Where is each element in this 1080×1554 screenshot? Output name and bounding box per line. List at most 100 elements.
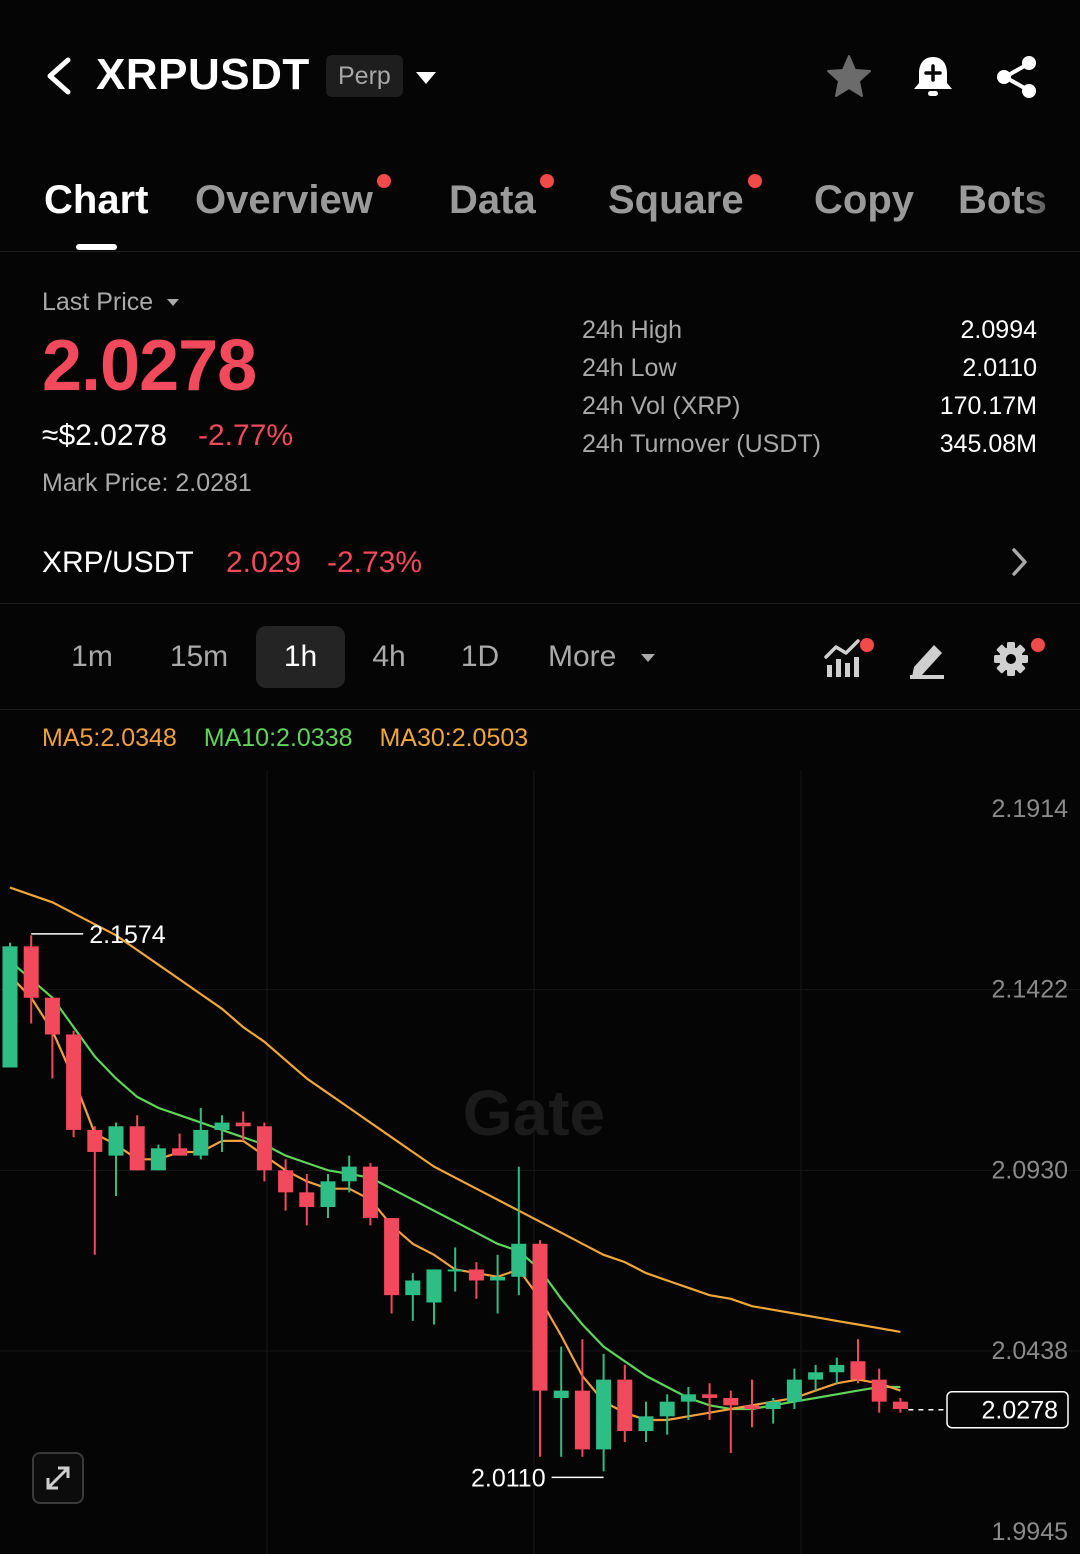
candle-body [617, 1379, 633, 1432]
tab-square[interactable]: Square [608, 174, 762, 223]
interval-4h[interactable]: 4h [372, 640, 406, 673]
candle-body [23, 946, 39, 998]
candle-body [702, 1394, 718, 1398]
stat-label: 24h High [582, 316, 683, 344]
candle-body [2, 946, 18, 1068]
candle-body [871, 1379, 887, 1402]
expand-button[interactable] [32, 1452, 84, 1504]
candle [490, 1254, 506, 1314]
interval-bar: 1m 15m 1h 4h 1D More [0, 604, 1080, 709]
stat-label: 24h Turnover (USDT) [582, 430, 821, 458]
ma10-line [9, 960, 901, 1411]
y-axis-tick-label: 2.0930 [992, 1156, 1068, 1184]
candle [532, 1240, 548, 1457]
interval-1m[interactable]: 1m [71, 640, 113, 673]
candle-body [66, 1034, 82, 1130]
candle [596, 1353, 612, 1472]
candle [23, 935, 39, 1024]
interval-1h[interactable]: 1h [256, 626, 345, 688]
star-icon[interactable] [824, 52, 874, 102]
candle [66, 1030, 82, 1138]
spot-market-row[interactable]: XRP/USDT 2.029 -2.73% [0, 516, 1080, 602]
tab-label: Chart [44, 178, 149, 222]
draw-icon[interactable] [904, 637, 952, 681]
stat-value: 2.0110 [962, 354, 1037, 382]
usd-price: ≈$2.0278 [42, 419, 167, 452]
candle-body [44, 997, 60, 1035]
candle-body [362, 1166, 378, 1219]
tab-label: Square [608, 178, 744, 222]
tab-label: Copy [814, 178, 914, 222]
ma10-label: MA10:2.0338 [203, 724, 353, 752]
interval-more[interactable]: More [548, 640, 617, 673]
candle-body [87, 1129, 103, 1152]
tab-label: Data [449, 178, 536, 222]
y-axis-tick-label: 2.1914 [992, 795, 1069, 823]
interval-15m[interactable]: 15m [169, 640, 229, 673]
caret-down-icon[interactable] [166, 298, 180, 307]
candle [850, 1339, 866, 1384]
top-bar: XRPUSDT Perp [0, 0, 1080, 150]
candle [829, 1357, 845, 1384]
candle-body [299, 1192, 315, 1208]
ma30-label: MA30:2.0503 [379, 724, 529, 752]
notification-dot [860, 638, 874, 652]
bell-plus-icon[interactable] [908, 52, 958, 102]
candle-body [108, 1126, 124, 1156]
candle [150, 1144, 166, 1171]
chevron-right-icon[interactable] [1008, 546, 1030, 578]
indicator-icon[interactable] [822, 637, 870, 681]
watermark-text: Gate [463, 1077, 605, 1149]
candle-body [447, 1269, 463, 1272]
y-axis-tick-label: 2.1422 [992, 976, 1068, 1004]
tab-overview[interactable]: Overview [195, 174, 391, 223]
low-marker-label: 2.0110 [471, 1464, 546, 1492]
symbol-title[interactable]: XRPUSDT [96, 50, 310, 99]
share-icon[interactable] [992, 52, 1042, 102]
last-price-label[interactable]: Last Price [42, 288, 154, 316]
candle-body [320, 1181, 336, 1208]
tab-data[interactable]: Data [449, 174, 554, 223]
back-icon[interactable] [40, 52, 80, 100]
candle [574, 1339, 590, 1457]
spot-price: 2.029 [226, 546, 302, 579]
expand-icon [46, 1466, 70, 1490]
price-summary: Last Price 2.0278 ≈$2.0278 -2.77% Mark P… [0, 253, 1080, 603]
candle-body [256, 1126, 272, 1171]
candle-body [892, 1401, 908, 1409]
candle [299, 1173, 315, 1226]
candle-body [193, 1129, 209, 1156]
interval-1d[interactable]: 1D [460, 640, 500, 673]
caret-down-icon[interactable] [640, 653, 656, 663]
candle [256, 1122, 272, 1182]
candle [214, 1115, 230, 1152]
notification-dot [747, 174, 762, 188]
mark-price: Mark Price: 2.0281 [42, 469, 252, 498]
candle-body [850, 1361, 866, 1380]
candle [426, 1269, 442, 1325]
candle [235, 1111, 251, 1141]
caret-down-icon[interactable] [414, 70, 438, 86]
candle [744, 1379, 760, 1428]
candlestick-chart[interactable]: Gate 2.1914 2.1422 2.0930 2.0438 1.9945 2.1574… [0, 710, 1080, 1554]
contract-type-badge[interactable]: Perp [326, 55, 403, 97]
stat-label: 24h Vol (XRP) [582, 392, 741, 420]
settings-icon[interactable] [988, 637, 1036, 681]
candle-body [278, 1170, 294, 1193]
candle [617, 1364, 633, 1443]
candle [172, 1133, 188, 1156]
candle-body [786, 1379, 802, 1402]
high-marker-label: 2.1574 [89, 921, 166, 949]
candle [2, 942, 18, 1068]
tab-copy[interactable]: Copy [814, 178, 914, 223]
candle [193, 1107, 209, 1160]
candle-body [468, 1269, 484, 1281]
candle-body [829, 1364, 845, 1373]
stat-value: 170.17M [939, 392, 1037, 420]
tab-label: Overview [195, 178, 373, 222]
tab-chart[interactable]: Chart [44, 178, 148, 223]
candle [320, 1173, 336, 1219]
candle-body [574, 1390, 590, 1450]
candle [384, 1218, 400, 1314]
candle-body [172, 1148, 188, 1156]
